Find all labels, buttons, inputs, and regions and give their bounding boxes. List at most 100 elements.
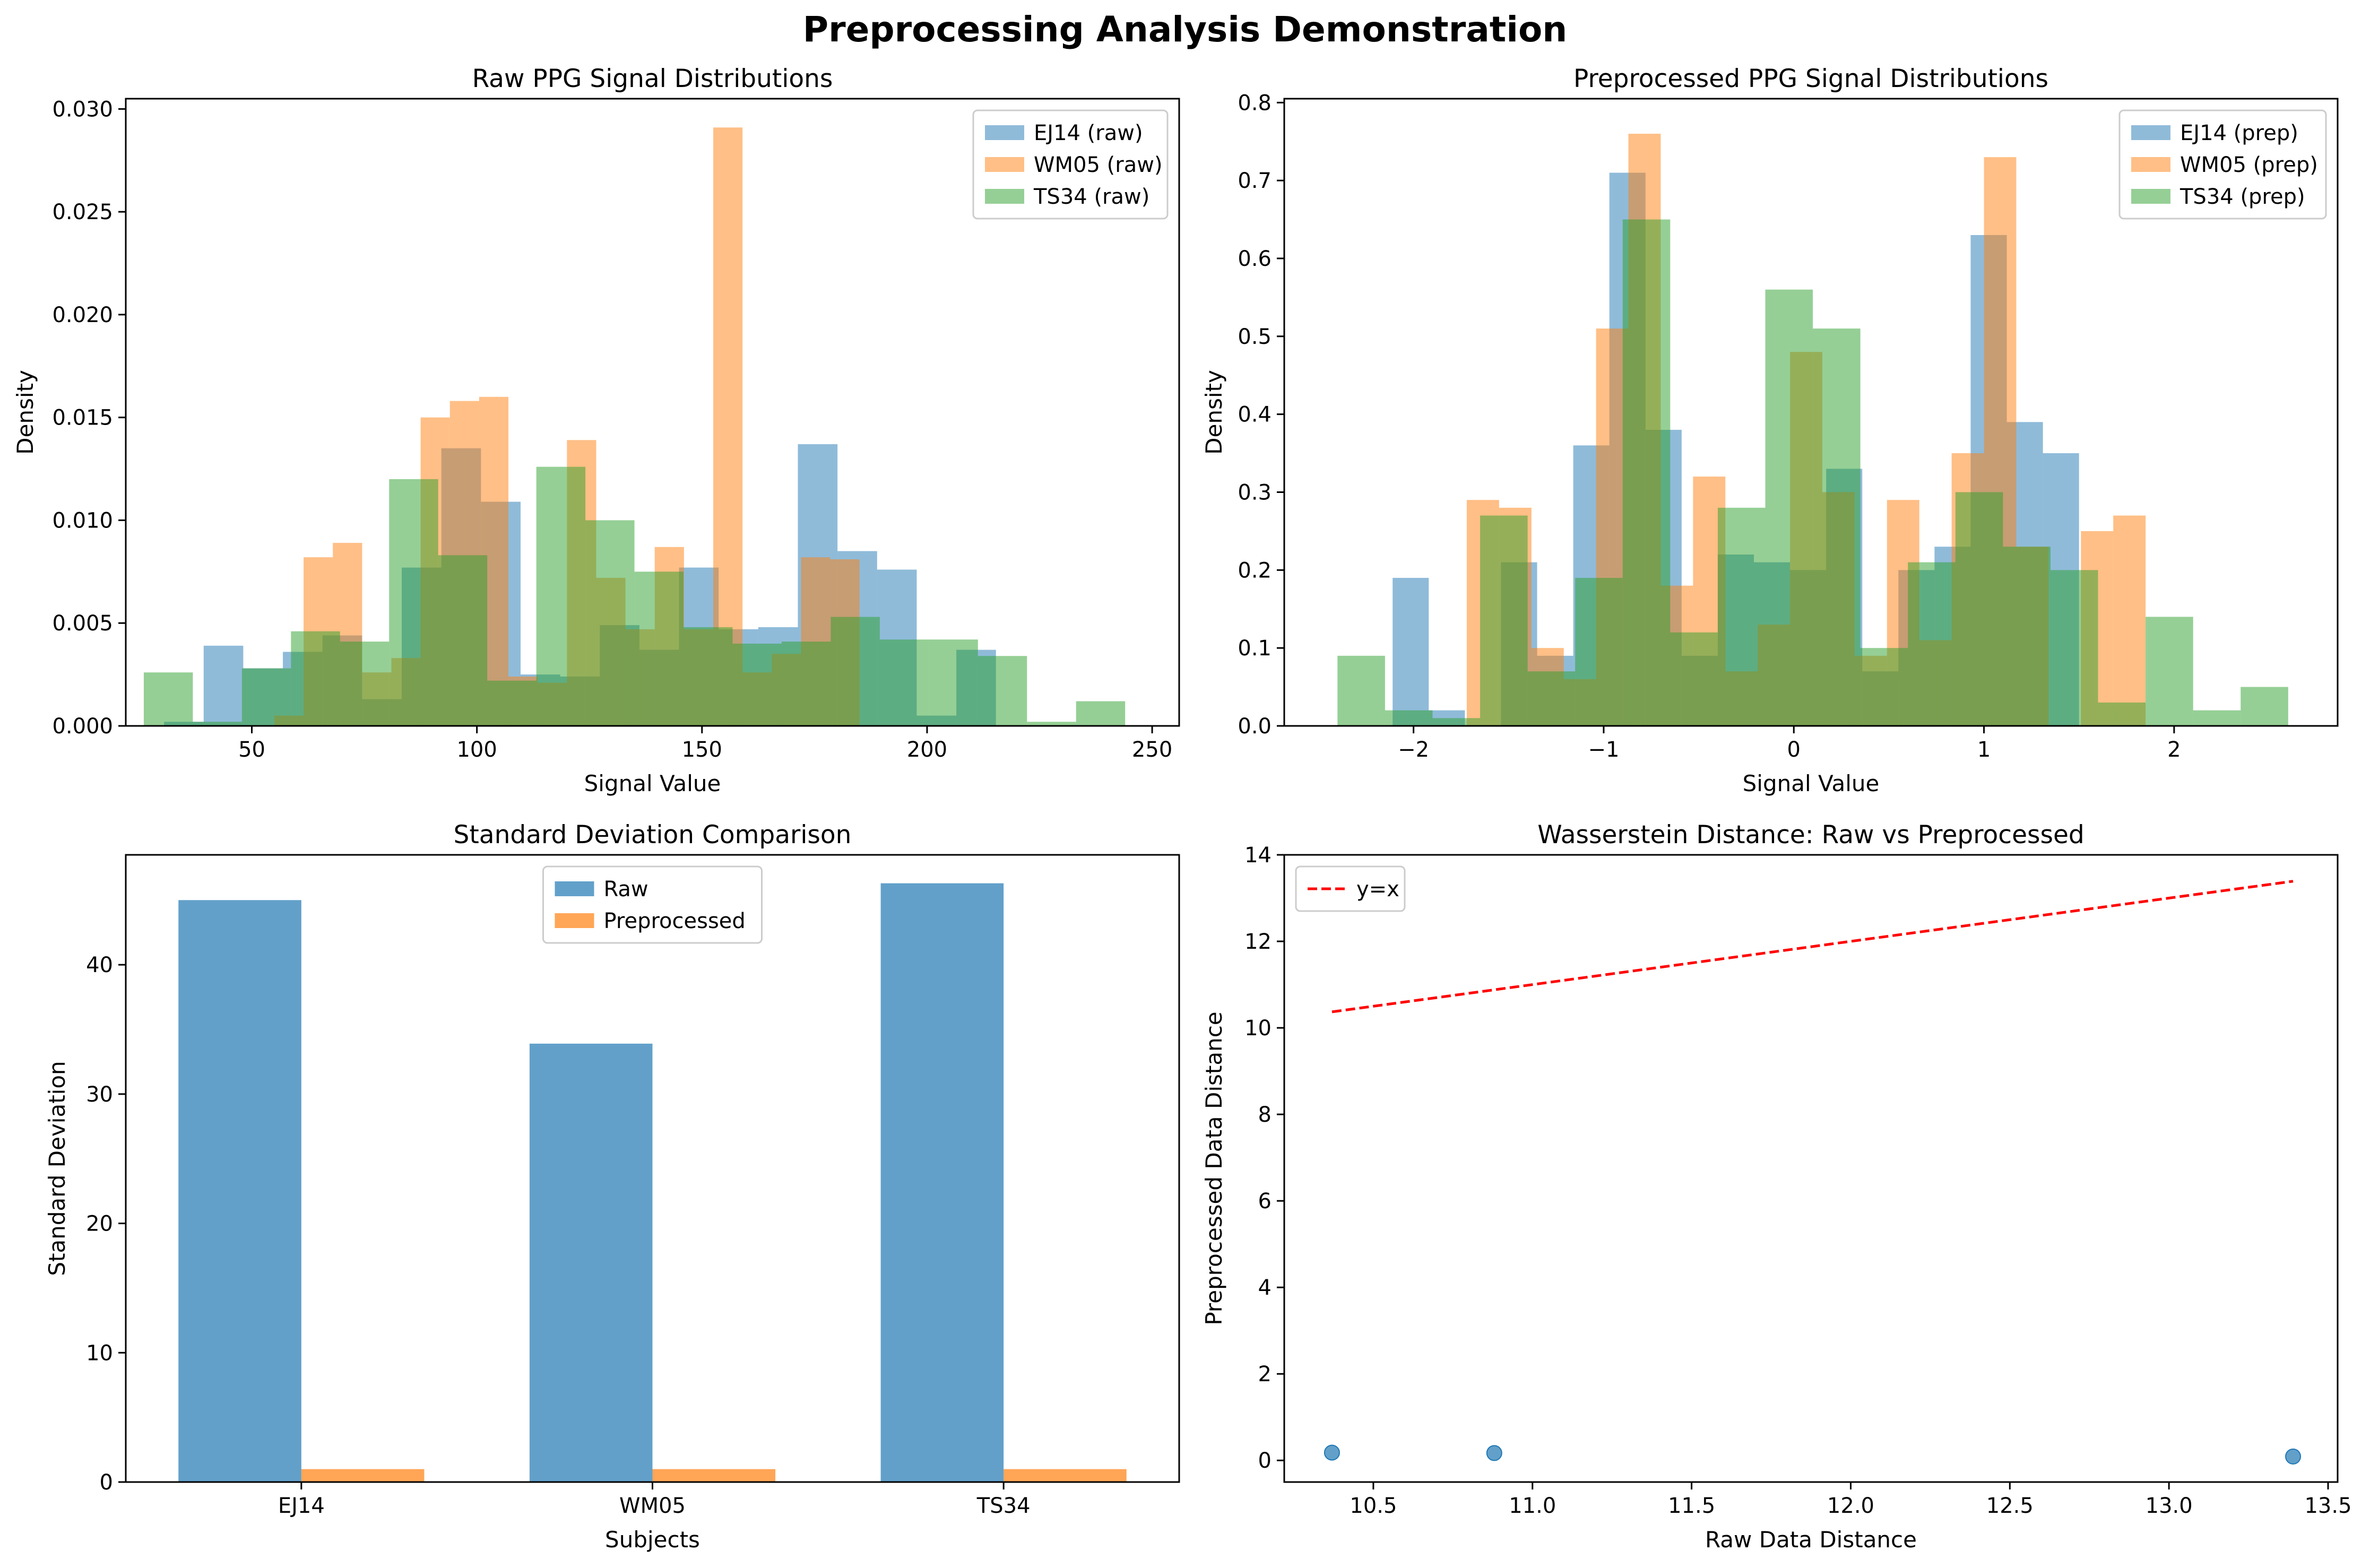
histogram-bar	[1392, 578, 1429, 726]
panel-title: Standard Deviation Comparison	[454, 820, 852, 850]
x-tick-label: −1	[1588, 738, 1619, 762]
histogram-bar	[585, 520, 635, 726]
x-tick-label: 12.5	[1986, 1494, 2034, 1518]
histogram-bar	[1527, 671, 1576, 726]
y-axis-label: Density	[1201, 370, 1227, 455]
histogram-bar	[1765, 289, 1813, 726]
bar	[1004, 1469, 1127, 1482]
chart-panel-4: Wasserstein Distance: Raw vs Preprocesse…	[1201, 820, 2352, 1553]
histogram-bar	[831, 617, 880, 726]
y-tick-label: 0.8	[1238, 91, 1272, 115]
y-tick-label: 0.1	[1238, 636, 1272, 661]
y-tick-label: 0.6	[1238, 247, 1272, 271]
y-tick-label: 0.015	[52, 406, 113, 430]
histogram-bar	[1575, 578, 1623, 726]
histogram-bar	[291, 631, 340, 726]
y-tick-label: 6	[1258, 1189, 1272, 1214]
x-tick-label: −2	[1398, 738, 1429, 762]
y-axis-label: Preprocessed Data Distance	[1201, 1011, 1227, 1325]
bar	[529, 1043, 653, 1482]
y-tick-label: 0.005	[52, 611, 113, 636]
bar	[301, 1469, 425, 1482]
legend-swatch	[985, 189, 1024, 204]
x-tick-label: WM05	[619, 1494, 686, 1518]
x-tick-label: TS34	[976, 1494, 1031, 1518]
histogram-bar	[438, 555, 488, 726]
y-tick-label: 0.2	[1238, 558, 1272, 583]
x-tick-label: EJ14	[278, 1494, 325, 1518]
y-tick-label: 0	[100, 1470, 113, 1495]
x-tick-label: 1	[1977, 738, 1991, 762]
x-tick-label: 150	[682, 738, 722, 762]
histogram-bar	[2146, 617, 2193, 726]
scatter-point	[1486, 1445, 1502, 1461]
legend-label: TS34 (prep)	[2179, 185, 2305, 209]
histogram-bar	[536, 466, 586, 726]
histogram-bar	[340, 642, 390, 726]
axes-frame	[125, 854, 1180, 1483]
legend-swatch	[2131, 189, 2170, 204]
y-axis-label: Standard Deviation	[44, 1061, 70, 1276]
histogram-bar	[1670, 632, 1718, 726]
reference-line-y-equals-x	[1331, 880, 2294, 1013]
bar-series-1	[178, 883, 1004, 1482]
legend-swatch	[2131, 157, 2170, 172]
bar	[880, 883, 1004, 1482]
bar-series-2	[301, 1469, 1127, 1482]
legend-box	[1295, 865, 1406, 912]
histogram-bar	[713, 127, 743, 726]
y-tick-label: 0.030	[52, 97, 113, 122]
x-axis-label: Signal Value	[584, 770, 721, 796]
x-tick-label: 12.0	[1827, 1494, 1874, 1518]
histogram-bar	[1860, 648, 1908, 726]
histogram-bar	[2241, 687, 2288, 726]
x-tick-label: 11.5	[1668, 1494, 1715, 1518]
histogram-bar	[203, 645, 244, 726]
y-tick-label: 0.3	[1238, 481, 1272, 505]
y-tick-label: 40	[86, 953, 113, 977]
histogram-bar	[1480, 515, 1528, 726]
y-tick-label: 10	[86, 1341, 113, 1365]
histogram-bar	[487, 680, 537, 726]
y-tick-label: 0.010	[52, 508, 113, 533]
bar	[652, 1469, 776, 1482]
histogram-bar	[684, 627, 733, 726]
axes-frame	[125, 98, 1180, 727]
histogram-bar	[978, 656, 1027, 726]
histogram-bar	[241, 668, 291, 726]
y-tick-label: 0.025	[52, 200, 113, 224]
panel-title: Raw PPG Signal Distributions	[472, 64, 833, 93]
histogram-bar	[1717, 507, 1766, 726]
legend: EJ14 (prep) WM05 (prep) TS34 (prep)	[2118, 109, 2327, 220]
y-tick-label: 10	[1244, 1016, 1272, 1041]
legend-swatch	[985, 125, 1024, 140]
legend-swatch	[555, 881, 594, 896]
legend: Raw Preprocessed	[542, 865, 763, 944]
legend-box	[542, 865, 763, 944]
legend-swatch	[2131, 125, 2170, 140]
histogram-bar	[1385, 710, 1433, 726]
y-tick-label: 0.5	[1238, 325, 1272, 349]
x-tick-label: 2	[2167, 738, 2181, 762]
histogram-bar	[1337, 655, 1385, 726]
panel-title: Preprocessed PPG Signal Distributions	[1573, 64, 2048, 93]
y-tick-label: 0	[1258, 1449, 1272, 1473]
histogram-bar	[1027, 722, 1076, 726]
histogram-bar	[1432, 718, 1481, 726]
legend-label: EJ14 (raw)	[1034, 121, 1143, 145]
axes-frame	[1283, 98, 2339, 727]
legend-label: EJ14 (prep)	[2180, 121, 2298, 145]
x-axis-label: Raw Data Distance	[1705, 1527, 1917, 1553]
x-tick-label: 13.0	[2146, 1494, 2193, 1518]
legend-label: WM05 (prep)	[2180, 153, 2318, 177]
y-tick-label: 0.7	[1238, 169, 1272, 193]
histogram-bar	[634, 571, 684, 726]
axes-frame	[1283, 854, 2339, 1483]
figure-title: Preprocessing Analysis Demonstration	[803, 9, 1568, 50]
y-tick-label: 2	[1258, 1362, 1272, 1387]
scatter-point	[2285, 1448, 2302, 1465]
histogram-bar	[1622, 219, 1671, 726]
legend: EJ14 (raw) WM05 (raw) TS34 (raw)	[972, 109, 1169, 220]
histogram-bar	[2193, 710, 2241, 726]
